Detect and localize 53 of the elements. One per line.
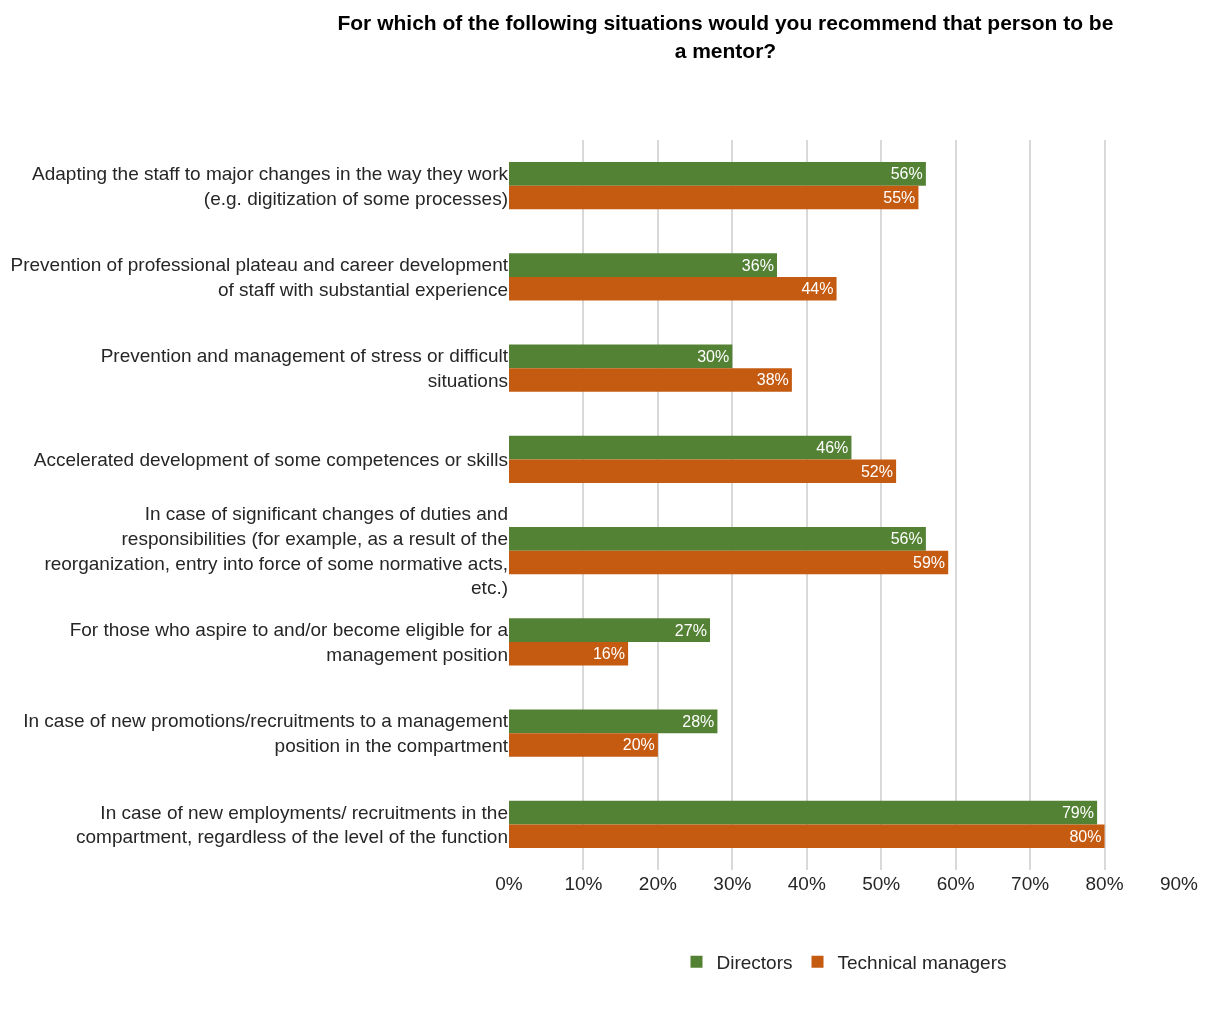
x-tick-label: 50% xyxy=(862,873,901,894)
bar xyxy=(509,709,718,734)
bar xyxy=(509,253,777,277)
y-tick-label: Prevention and management of stress or difficult situations xyxy=(100,345,509,392)
y-tick-label: In case of new promotions/recruitments to a management position in the compartment xyxy=(23,710,509,757)
bar xyxy=(509,368,792,392)
x-tick-label: 40% xyxy=(787,873,826,894)
data-label: 59% xyxy=(913,552,946,571)
data-label: 36% xyxy=(741,255,774,274)
bar xyxy=(509,435,852,460)
y-tick-label: Accelerated development of some competences or skills xyxy=(33,449,508,471)
data-label: 79% xyxy=(1061,803,1095,821)
bar xyxy=(509,733,658,757)
data-label: 46% xyxy=(816,438,849,456)
data-label: 28% xyxy=(682,711,715,730)
data-label: 27% xyxy=(674,620,707,639)
data-label: 52% xyxy=(860,461,894,480)
x-tick-label: 90% xyxy=(1159,873,1199,894)
bar xyxy=(509,526,926,551)
bar xyxy=(509,641,629,666)
bar xyxy=(509,344,733,369)
bar xyxy=(509,185,919,210)
x-tick-label: 70% xyxy=(1011,873,1050,894)
data-label: 56% xyxy=(890,529,923,548)
x-tick-label: 20% xyxy=(638,873,678,894)
x-tick-label: 30% xyxy=(713,873,752,894)
bar xyxy=(509,550,949,575)
data-label: 44% xyxy=(801,279,834,298)
y-tick-label: For those who aspire to and/or become eligible for a management position xyxy=(69,619,509,665)
legend-label: Directors xyxy=(716,952,793,974)
y-tick-label: In case of new employments/ recruitments in the compartment, regardless of the level of the function xyxy=(76,801,508,848)
data-label: 16% xyxy=(592,644,626,663)
bar xyxy=(509,618,710,642)
legend-label: Technical managers xyxy=(837,952,1007,974)
data-label: 20% xyxy=(622,735,655,754)
chart-title: For which of the following situations would you recommend that person to be a mentor? xyxy=(337,11,1114,62)
x-tick-label: 10% xyxy=(564,873,603,894)
y-tick-label: In case of significant changes of duties and responsibilities (for example, as a result of the reorganization, entry into force of some normative acts, etc.) xyxy=(44,503,508,599)
x-tick-label: 60% xyxy=(936,873,975,894)
data-label: 80% xyxy=(1069,826,1102,845)
bar xyxy=(509,276,837,301)
bar xyxy=(509,824,1105,849)
x-tick-label: 0% xyxy=(495,873,523,894)
data-label: 30% xyxy=(697,346,730,365)
bar xyxy=(509,800,1098,825)
y-tick-label: Adapting the staff to major changes in the way they work (e.g. digitization of some processes) xyxy=(32,162,509,209)
data-label: 55% xyxy=(883,187,916,206)
data-label: 56% xyxy=(890,164,923,183)
y-tick-label: Prevention of professional plateau and career development of staff with substantial experience xyxy=(10,254,509,300)
bar xyxy=(509,161,926,186)
data-label: 38% xyxy=(756,370,789,389)
bar xyxy=(509,459,897,484)
x-tick-label: 80% xyxy=(1085,873,1124,894)
